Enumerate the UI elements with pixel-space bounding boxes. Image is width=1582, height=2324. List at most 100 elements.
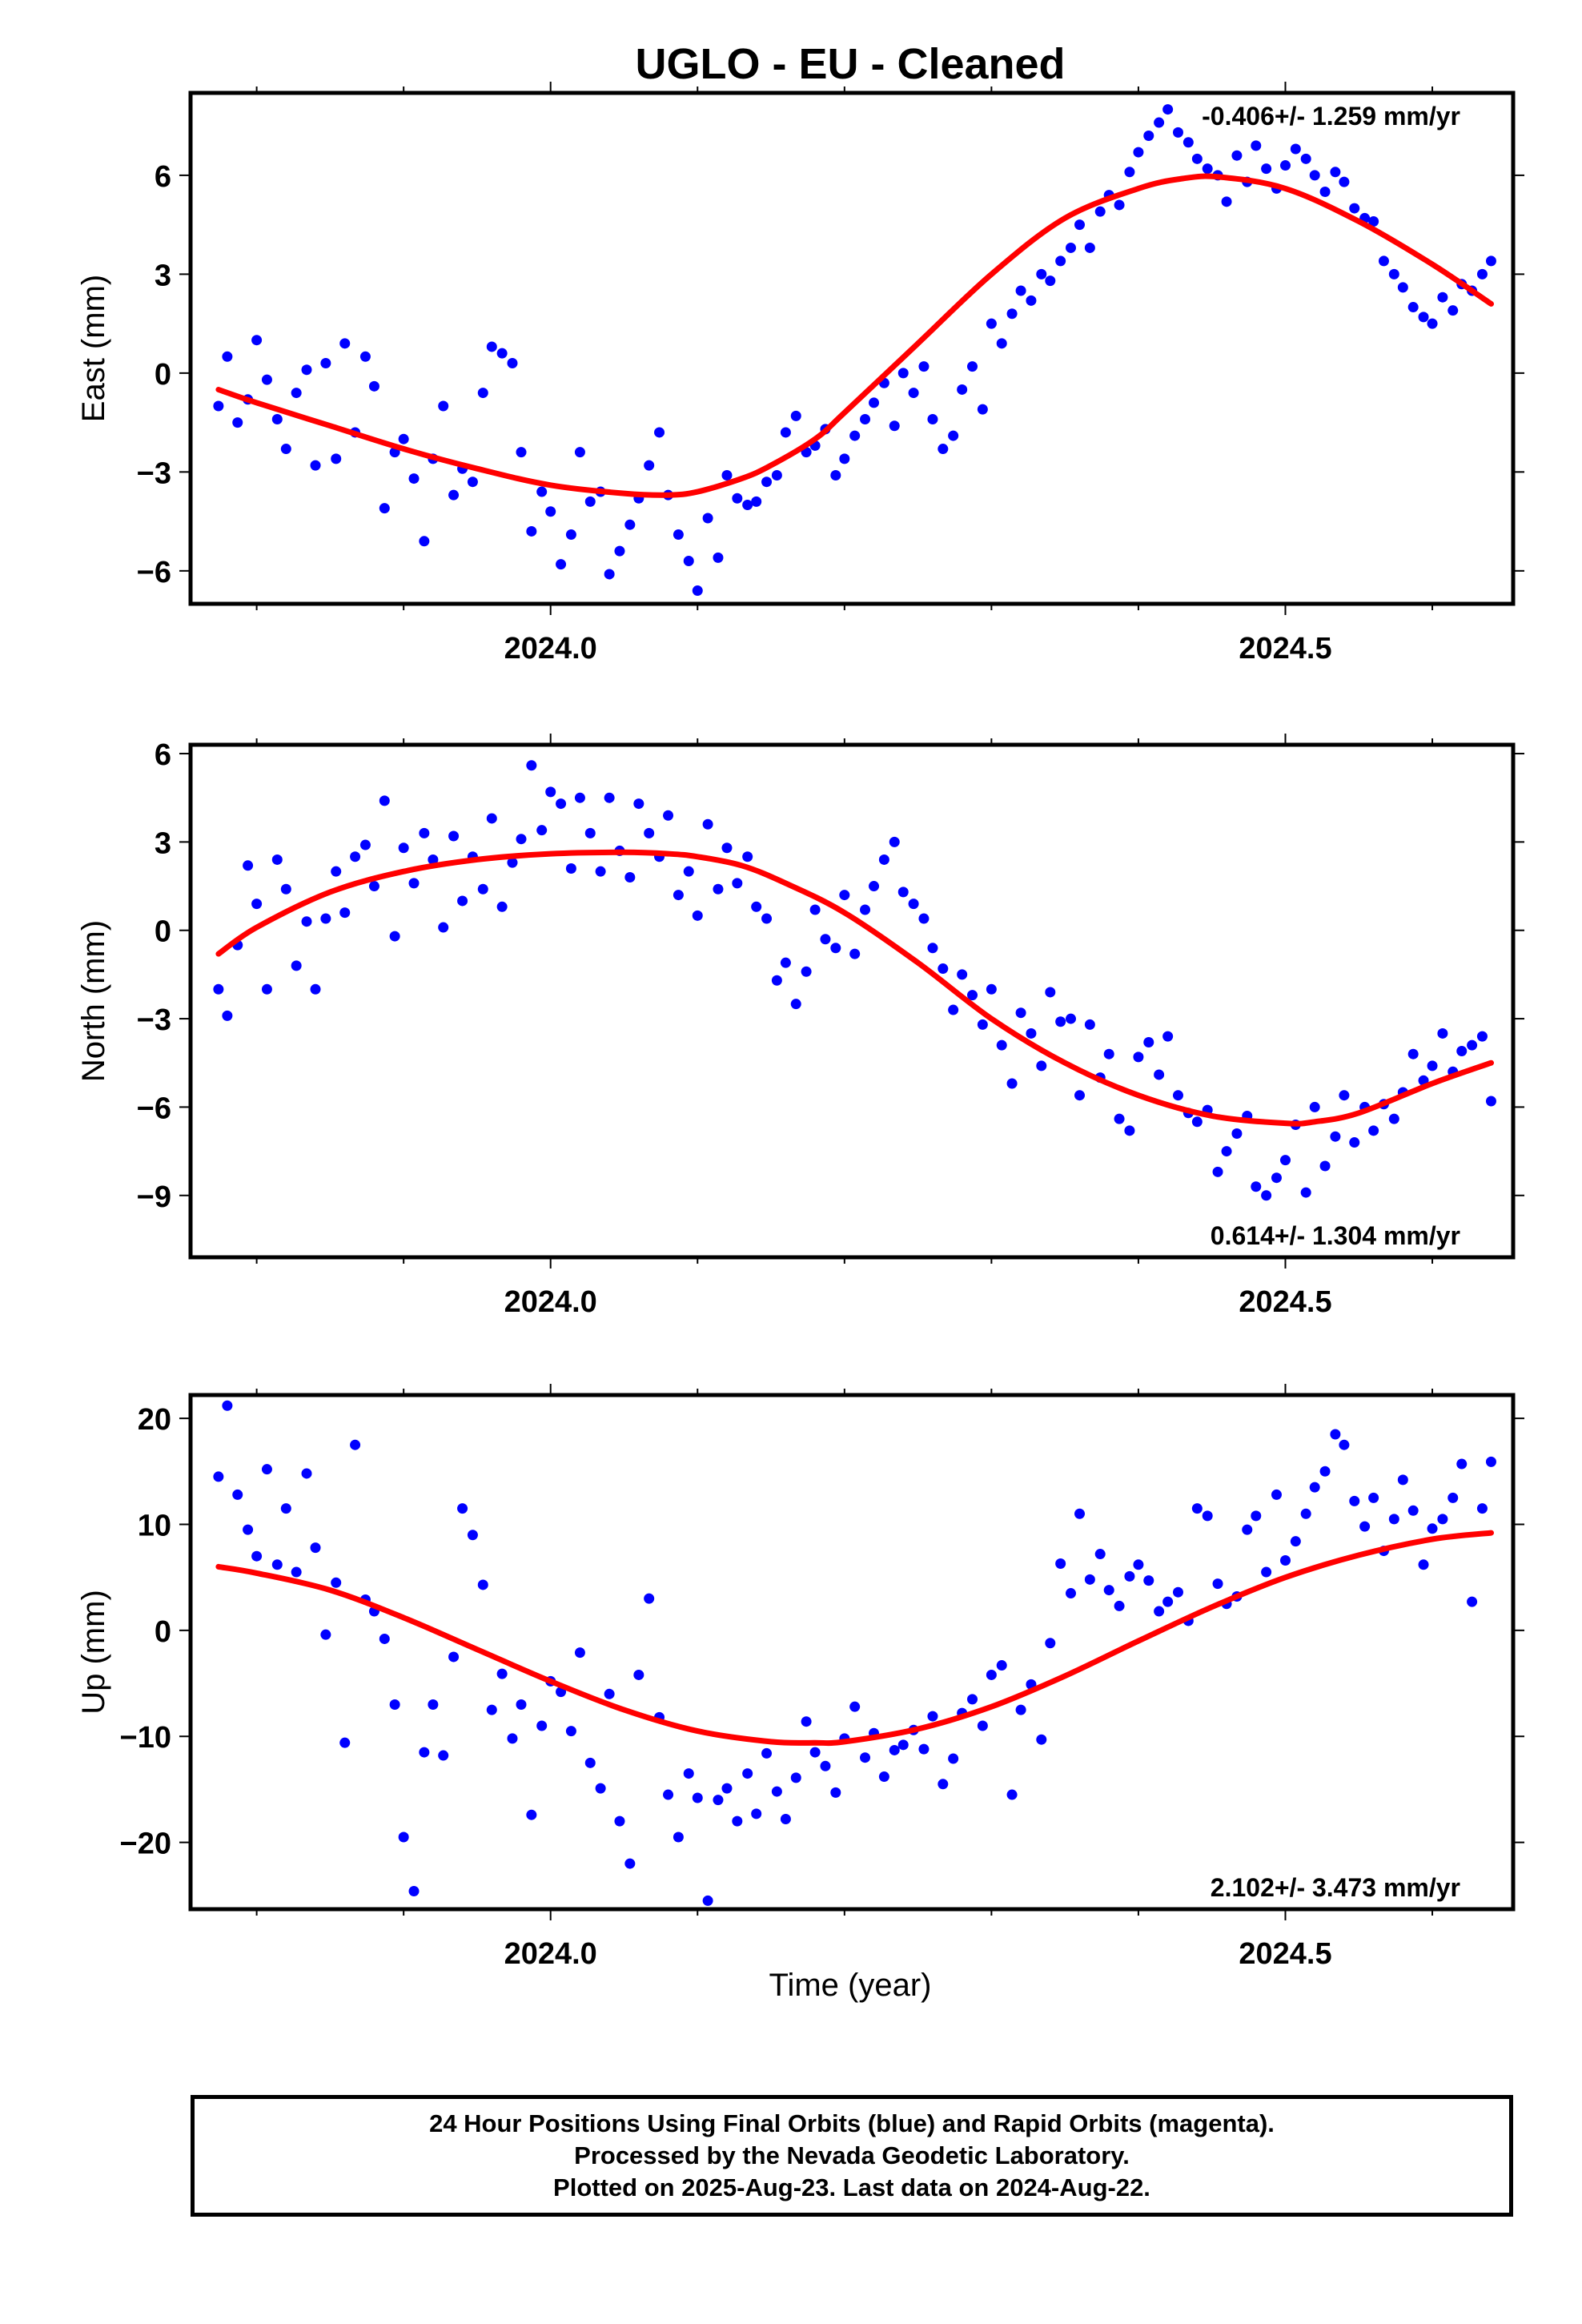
east-y-tick-label: 0 (155, 358, 171, 392)
north-data-point (1339, 1090, 1350, 1101)
up-data-point (1330, 1429, 1341, 1440)
north-y-axis-label: North (mm) (76, 920, 111, 1082)
north-data-point (1103, 1048, 1114, 1059)
east-data-point (860, 413, 871, 424)
up-data-point (271, 1559, 283, 1570)
east-data-point (751, 496, 762, 507)
north-data-point (839, 890, 850, 901)
north-y-tick-label: 0 (155, 915, 171, 949)
north-data-point (526, 760, 537, 771)
north-data-point (1368, 1125, 1379, 1136)
east-x-tick-label: 2024.5 (1239, 632, 1331, 665)
up-data-point (448, 1651, 460, 1663)
north-data-point (771, 975, 782, 986)
up-data-point (1319, 1466, 1331, 1477)
up-data-point (1045, 1638, 1056, 1649)
up-data-point (507, 1733, 518, 1744)
up-y-tick-label: 0 (155, 1615, 171, 1649)
east-data-point (692, 585, 703, 597)
north-data-point (860, 904, 871, 915)
north-data-point (1133, 1051, 1144, 1063)
east-data-point (839, 453, 850, 464)
north-data-point (869, 881, 880, 892)
north-y-tick-label: −9 (137, 1180, 171, 1214)
east-data-point (908, 388, 919, 399)
up-data-point (477, 1579, 488, 1590)
north-data-point (477, 883, 488, 895)
up-data-point (1036, 1734, 1047, 1745)
up-data-point (467, 1530, 478, 1541)
north-data-point (379, 795, 390, 806)
east-data-point (1045, 275, 1056, 287)
east-y-tick-label: 6 (155, 160, 171, 194)
north-data-point (595, 866, 606, 877)
east-x-tick-label: 2024.0 (504, 632, 597, 665)
up-data-point (320, 1629, 331, 1640)
east-data-point (1319, 186, 1331, 197)
up-data-point (663, 1789, 674, 1800)
east-data-point (1231, 150, 1243, 161)
up-data-point (614, 1815, 625, 1827)
east-data-point (1251, 140, 1262, 151)
north-data-point (1154, 1069, 1165, 1080)
up-y-tick-label: −20 (120, 1827, 171, 1861)
north-data-point (996, 1039, 1007, 1051)
north-data-point (448, 830, 460, 842)
east-data-point (1015, 285, 1026, 296)
east-data-point (448, 489, 460, 501)
up-data-point (438, 1750, 449, 1761)
up-data-point (732, 1815, 743, 1827)
east-data-point (830, 469, 841, 480)
up-data-point (584, 1757, 596, 1768)
east-data-point (213, 400, 224, 412)
up-data-point (1133, 1559, 1144, 1570)
up-data-point (595, 1783, 606, 1794)
east-data-point (1202, 163, 1213, 175)
up-data-point (1427, 1523, 1438, 1534)
north-data-point (732, 878, 743, 889)
east-data-point (1261, 163, 1272, 175)
east-data-point (1349, 203, 1360, 214)
east-data-point (1388, 268, 1399, 279)
up-data-point (291, 1566, 302, 1578)
north-data-point (261, 983, 272, 995)
east-y-tick-label: −3 (137, 456, 171, 490)
east-data-point (683, 555, 694, 566)
up-data-point (1172, 1586, 1183, 1598)
north-y-tick-label: 3 (155, 826, 171, 860)
north-data-point (584, 827, 596, 838)
north-data-point (280, 883, 291, 895)
north-data-point (790, 999, 801, 1010)
up-data-point (702, 1895, 713, 1906)
north-plot-frame (188, 742, 1516, 1260)
up-data-point (1437, 1514, 1448, 1525)
north-data-point (301, 916, 312, 927)
up-data-point (742, 1768, 753, 1779)
east-data-point (927, 413, 938, 424)
north-data-point (545, 786, 556, 798)
north-data-point (1251, 1181, 1262, 1192)
north-data-point (1026, 1027, 1037, 1039)
east-data-point (771, 469, 782, 480)
north-data-layer (213, 760, 1496, 1201)
east-plot-frame (188, 90, 1516, 606)
east-data-point (1026, 295, 1037, 306)
east-data-point (398, 433, 409, 444)
east-data-point (614, 545, 625, 557)
up-data-point (1476, 1503, 1488, 1514)
up-data-point (222, 1400, 233, 1411)
east-data-point (1368, 216, 1379, 227)
north-data-point (516, 834, 527, 845)
up-data-point (1242, 1524, 1253, 1535)
north-data-point (1055, 1016, 1066, 1027)
north-data-point (331, 866, 342, 877)
north-data-point (1476, 1031, 1488, 1042)
north-data-point (350, 851, 361, 862)
east-data-point (1437, 292, 1448, 303)
up-data-point (1407, 1505, 1419, 1516)
north-data-point (556, 798, 567, 810)
east-data-point (1162, 104, 1174, 115)
north-data-point (1309, 1101, 1320, 1112)
up-data-point (1261, 1566, 1272, 1578)
north-data-point (948, 1004, 959, 1015)
